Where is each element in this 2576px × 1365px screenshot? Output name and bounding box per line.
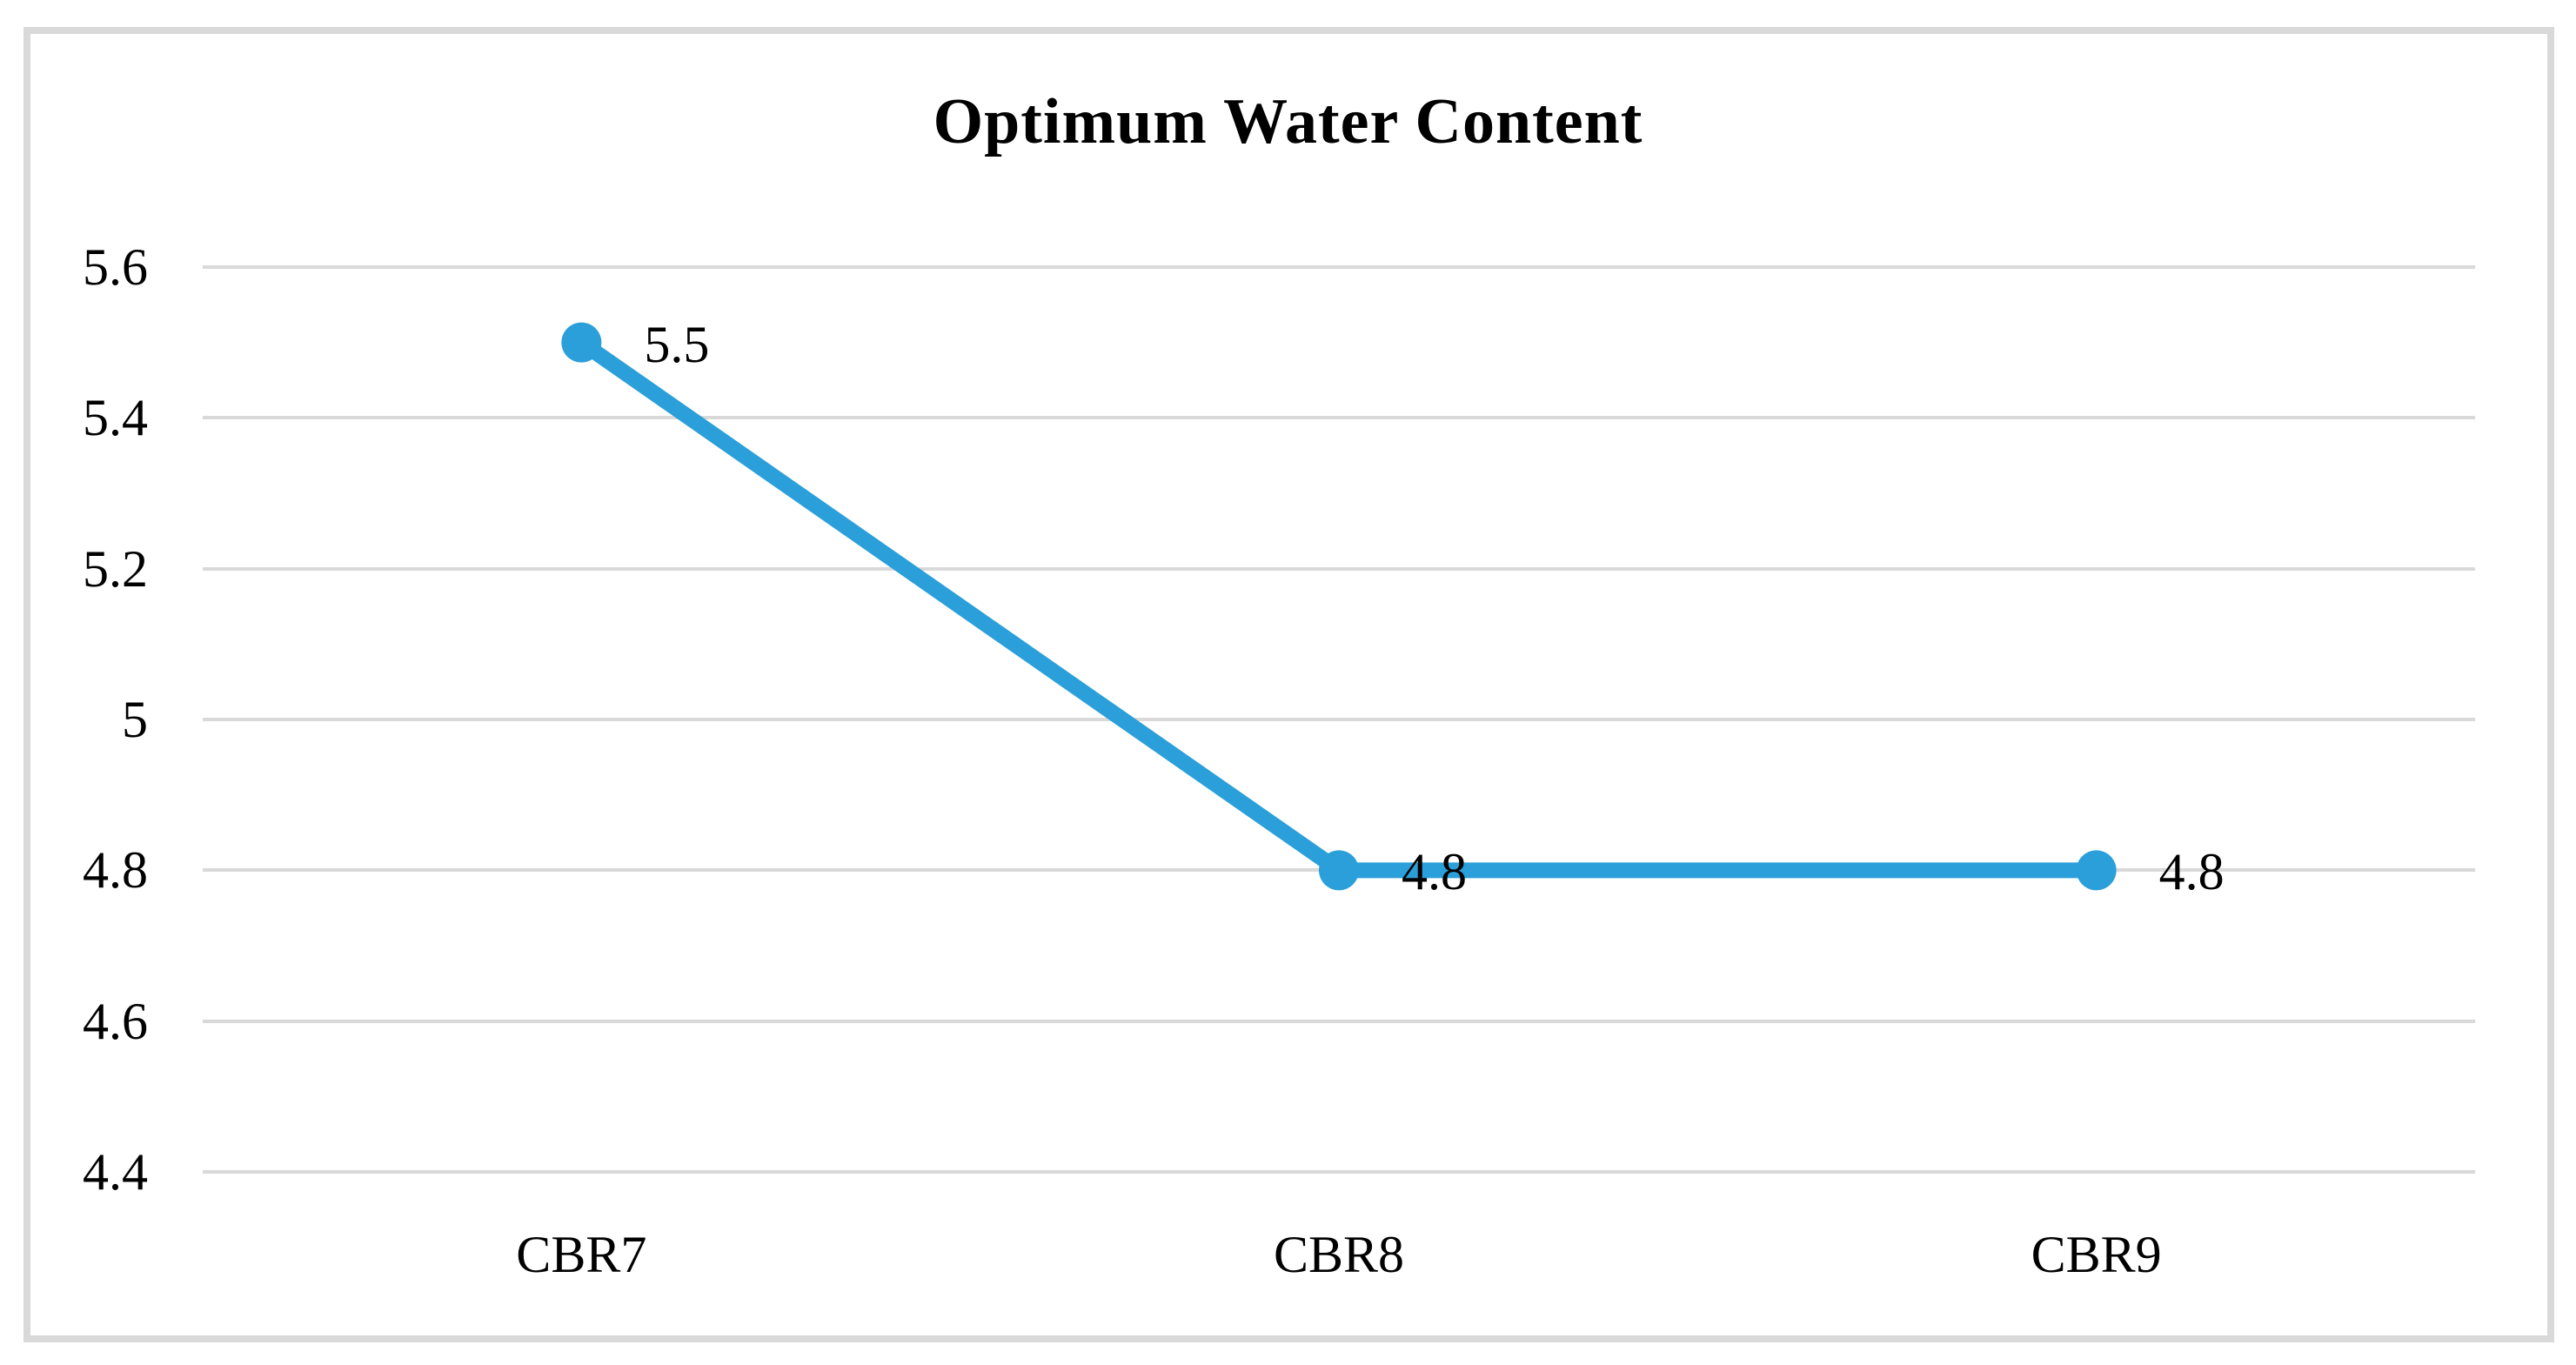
y-axis-tick-label: 5.6 [83, 238, 148, 296]
data-point-marker [1319, 850, 1359, 891]
y-axis-tick-label: 5 [122, 691, 148, 748]
y-axis-tick-label: 4.8 [83, 841, 148, 900]
y-axis-tick-label: 4.4 [83, 1143, 148, 1201]
figure-frame-border [23, 27, 2554, 1342]
chart-title: Optimum Water Content [933, 86, 1643, 157]
x-axis-category-label: CBR9 [2031, 1226, 2162, 1283]
y-gridline [203, 265, 2475, 269]
y-gridline [203, 416, 2475, 420]
y-axis-tick-label: 4.6 [83, 992, 148, 1050]
data-point-marker [561, 322, 602, 363]
x-axis-category-label: CBR8 [1273, 1226, 1405, 1283]
y-axis-tick-label: 5.4 [83, 389, 148, 447]
y-gridline [203, 718, 2475, 721]
y-gridline [203, 1170, 2475, 1174]
y-gridline [203, 566, 2475, 571]
x-axis-category-label: CBR7 [516, 1226, 647, 1283]
y-axis-tick-label: 5.2 [83, 539, 148, 598]
y-gridline [203, 1019, 2475, 1023]
data-point-label: 5.5 [644, 315, 710, 373]
data-point-label: 4.8 [1402, 843, 1467, 901]
data-point-label: 4.8 [2158, 843, 2225, 901]
data-point-marker [2076, 850, 2117, 891]
series-line [573, 334, 2104, 879]
